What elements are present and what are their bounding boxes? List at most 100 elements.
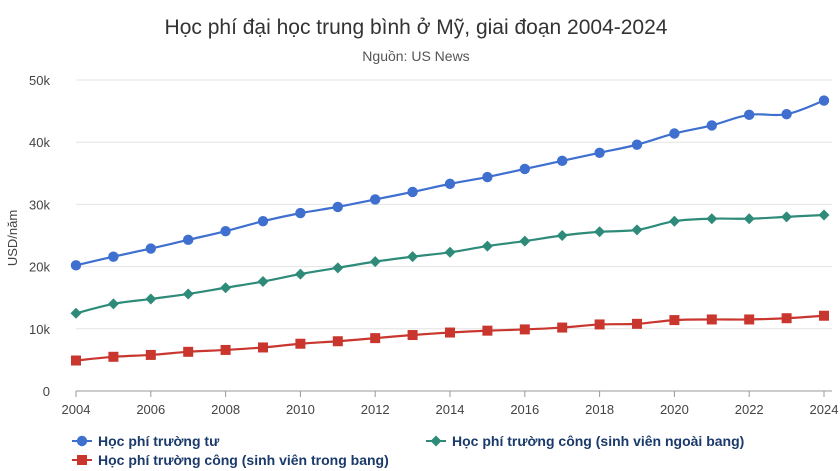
x-tick-label: 2004 (62, 402, 91, 417)
data-point (332, 336, 343, 347)
data-point (744, 109, 755, 121)
data-point (294, 268, 306, 280)
data-point (295, 207, 306, 219)
legend-marker (76, 435, 88, 447)
data-point (594, 319, 605, 330)
y-tick-label: 40k (29, 135, 50, 150)
data-point (706, 213, 718, 225)
x-tick-label: 2014 (436, 402, 465, 417)
data-point (258, 342, 268, 353)
x-tick-label: 2008 (211, 402, 240, 417)
data-point (220, 344, 231, 355)
y-tick-label: 0 (43, 384, 50, 399)
y-tick-label: 30k (29, 197, 50, 212)
legend-label: Học phí trường tư (98, 433, 220, 449)
chart-title: Học phí đại học trung bình ở Mỹ, giai đo… (165, 16, 668, 39)
data-point (669, 128, 680, 139)
x-axis-ticks: 2004 2006 2008 2010 2012 2014 2016 2018 2020 2022… (62, 391, 839, 417)
y-axis-label: USD/năm (5, 210, 20, 266)
data-point (631, 224, 643, 236)
x-tick-label: 2016 (510, 402, 539, 417)
data-point (706, 314, 717, 325)
data-point (668, 215, 680, 227)
data-point (519, 163, 530, 175)
data-point (332, 201, 343, 213)
data-point (145, 243, 156, 254)
series-1 (70, 95, 830, 271)
legend-item[interactable]: Học phí trường tư (72, 433, 220, 449)
data-point (781, 313, 792, 324)
data-point (594, 147, 605, 158)
data-point (818, 209, 830, 221)
data-point (183, 346, 194, 357)
series-2 (70, 209, 830, 319)
data-point (70, 307, 82, 319)
y-tick-label: 20k (29, 260, 50, 275)
data-point (556, 230, 568, 241)
data-point (220, 225, 231, 237)
legend-label: Học phí trường công (sinh viên ngoài ban… (452, 433, 744, 449)
data-point (145, 293, 157, 305)
data-point (407, 186, 418, 198)
data-point (557, 155, 568, 167)
data-point (819, 310, 829, 321)
chart-subtitle: Nguồn: US News (362, 48, 469, 64)
x-tick-label: 2018 (585, 402, 614, 417)
data-point (481, 240, 493, 252)
data-point (631, 139, 643, 150)
x-tick-label: 2006 (136, 402, 165, 417)
legend-item[interactable]: Học phí trường công (sinh viên ngoài ban… (426, 433, 744, 449)
grid-lines (76, 79, 832, 330)
data-point (744, 314, 755, 325)
data-point (220, 282, 232, 294)
y-tick-label: 50k (29, 73, 50, 88)
data-point (370, 333, 381, 344)
data-point (444, 178, 456, 190)
x-tick-label: 2012 (361, 402, 390, 417)
x-tick-label: 2010 (286, 402, 315, 417)
data-point (519, 235, 531, 247)
y-tick-label: 10k (29, 322, 50, 337)
y-axis-ticks: 0 10k 20k 30k 40k 50k (29, 73, 50, 399)
data-point (145, 349, 156, 360)
data-point (482, 325, 493, 336)
data-point (781, 109, 792, 120)
x-tick-label: 2024 (810, 402, 839, 417)
legend[interactable]: Học phí trường tư Học phí trường công (si… (72, 433, 744, 468)
data-point (818, 95, 830, 106)
data-point (108, 251, 119, 262)
data-point (71, 355, 81, 366)
legend-marker (77, 455, 87, 465)
data-point (519, 324, 530, 335)
data-point (594, 226, 606, 238)
data-point (706, 120, 717, 131)
x-tick-label: 2020 (660, 402, 689, 417)
series-3 (71, 310, 829, 366)
data-point (781, 211, 793, 223)
data-point (669, 315, 680, 326)
data-point (332, 262, 344, 274)
data-point (632, 318, 642, 329)
data-point (407, 251, 419, 263)
data-point (108, 351, 119, 362)
data-point (369, 256, 381, 268)
data-point (482, 171, 493, 183)
legend-item[interactable]: Học phí trường công (sinh viên trong ban… (72, 452, 389, 468)
data-point (444, 246, 456, 258)
data-point (407, 330, 418, 341)
data-point (182, 288, 194, 300)
data-point (445, 327, 455, 338)
data-point (557, 322, 568, 333)
data-point (370, 194, 381, 205)
data-point (183, 234, 194, 246)
series-group (70, 95, 830, 366)
data-point (257, 276, 269, 288)
data-point (70, 260, 82, 271)
legend-marker (430, 435, 442, 447)
data-point (295, 338, 306, 349)
x-tick-label: 2022 (735, 402, 764, 417)
data-point (257, 215, 269, 227)
data-point (107, 298, 119, 310)
legend-label: Học phí trường công (sinh viên trong ban… (98, 452, 389, 468)
